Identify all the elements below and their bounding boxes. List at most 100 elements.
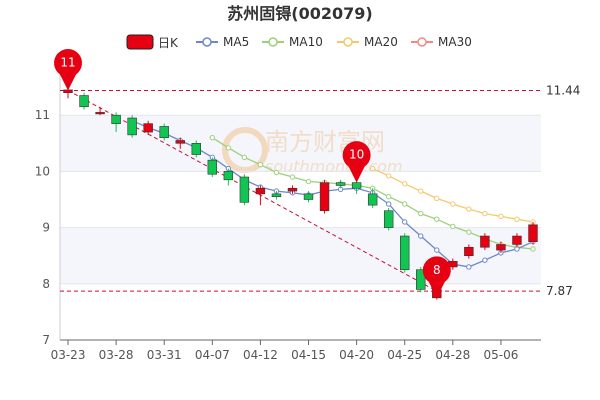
- ma5-point: [514, 246, 520, 252]
- x-tick-label: 04-28: [435, 348, 470, 362]
- ma10-point: [289, 174, 296, 180]
- legend-item: MA5: [196, 35, 249, 49]
- pin-marker: [54, 48, 83, 91]
- pin-label: 8: [433, 263, 441, 277]
- x-tick-label: 03-23: [51, 348, 86, 362]
- candle: [175, 137, 185, 149]
- price-pin: 10: [342, 141, 371, 183]
- price-pin: 11: [54, 48, 83, 91]
- ma10-point: [385, 193, 392, 200]
- candle-body: [159, 126, 169, 138]
- legend-swatch: [126, 34, 154, 50]
- candle: [383, 207, 394, 231]
- x-tick-label: 03-28: [99, 348, 134, 362]
- candle-body: [127, 117, 137, 136]
- candle-body: [79, 95, 89, 108]
- candle-body: [416, 269, 426, 290]
- candle: [191, 140, 201, 158]
- ma5-point: [385, 201, 392, 207]
- candle: [271, 191, 282, 200]
- ma10-point: [305, 178, 312, 185]
- x-tick-label: 04-20: [339, 348, 374, 362]
- pin-label: 11: [60, 55, 75, 69]
- plot-band: [60, 227, 541, 284]
- candle-body: [383, 210, 394, 228]
- candle: [528, 221, 538, 245]
- ma10-point: [241, 154, 248, 161]
- legend-label: MA20: [364, 35, 398, 49]
- candle: [496, 241, 506, 253]
- candle: [143, 120, 153, 135]
- y-tick-label: 10: [35, 164, 50, 178]
- ma5-point: [466, 264, 472, 270]
- reference-label: 11.44: [546, 83, 580, 97]
- x-tick-label: 05-06: [483, 348, 518, 362]
- y-tick-label: 8: [42, 277, 50, 291]
- legend-label: MA30: [438, 35, 472, 49]
- legend: 日K MA5 MA10 MA20 MA30: [126, 34, 472, 50]
- x-tick-label: 04-12: [243, 348, 278, 362]
- legend-marker: [417, 37, 427, 47]
- candle-body: [464, 246, 474, 257]
- candle: [207, 157, 218, 178]
- candle-body: [255, 187, 266, 195]
- ma10-point: [418, 210, 424, 217]
- ma20-point: [434, 195, 440, 202]
- ma20-point: [402, 181, 408, 187]
- candle-body: [480, 235, 490, 248]
- candle: [480, 233, 490, 251]
- candle-body: [496, 244, 506, 251]
- legend-label: 日K: [158, 36, 179, 50]
- candle: [255, 185, 266, 206]
- legend-item: MA20: [337, 35, 398, 49]
- candle: [95, 106, 105, 116]
- ma5-point: [434, 247, 440, 253]
- candle-body: [207, 159, 218, 175]
- candle-body: [95, 112, 105, 115]
- candle-body: [143, 123, 153, 133]
- candle-body: [111, 114, 121, 124]
- candle: [319, 179, 330, 214]
- ma20-point: [418, 188, 424, 194]
- candle-body: [351, 182, 362, 189]
- pin-marker: [342, 141, 371, 183]
- candle-body: [287, 187, 298, 192]
- chart-title: 苏州固锝(002079): [227, 4, 372, 23]
- candle: [223, 168, 234, 186]
- ma10-point: [257, 161, 264, 168]
- legend-item: MA10: [262, 35, 323, 49]
- price-pin: 8: [422, 256, 451, 298]
- candle: [400, 233, 410, 273]
- ma5-point: [418, 233, 424, 239]
- candle-body: [303, 193, 314, 200]
- legend-label: MA10: [289, 35, 323, 49]
- ma20-point: [466, 206, 472, 212]
- legend-item: 日K: [126, 34, 179, 50]
- candle: [287, 185, 298, 194]
- ma5-point: [482, 257, 488, 263]
- legend-marker: [268, 37, 278, 47]
- y-tick-label: 9: [42, 221, 50, 235]
- candle-body: [191, 143, 201, 155]
- ma20-point: [498, 213, 504, 220]
- y-tick-label: 11: [35, 108, 50, 122]
- ma5-point: [402, 219, 408, 225]
- ma20-point: [369, 165, 376, 172]
- candle-body: [512, 235, 522, 245]
- candle: [303, 191, 314, 203]
- ma10-point: [434, 216, 440, 222]
- ma10-point: [402, 201, 408, 207]
- x-tick-label: 04-15: [291, 348, 326, 362]
- candle: [79, 92, 89, 110]
- candle: [464, 244, 474, 259]
- candle-body: [271, 193, 282, 197]
- candle: [159, 123, 169, 141]
- y-tick-label: 7: [42, 333, 50, 347]
- candle-body: [319, 182, 330, 212]
- x-tick-label: 03-31: [147, 348, 182, 362]
- ma20-point: [514, 216, 520, 222]
- x-tick-label: 04-07: [195, 348, 230, 362]
- ma20-point: [385, 173, 392, 179]
- legend-marker: [343, 37, 353, 47]
